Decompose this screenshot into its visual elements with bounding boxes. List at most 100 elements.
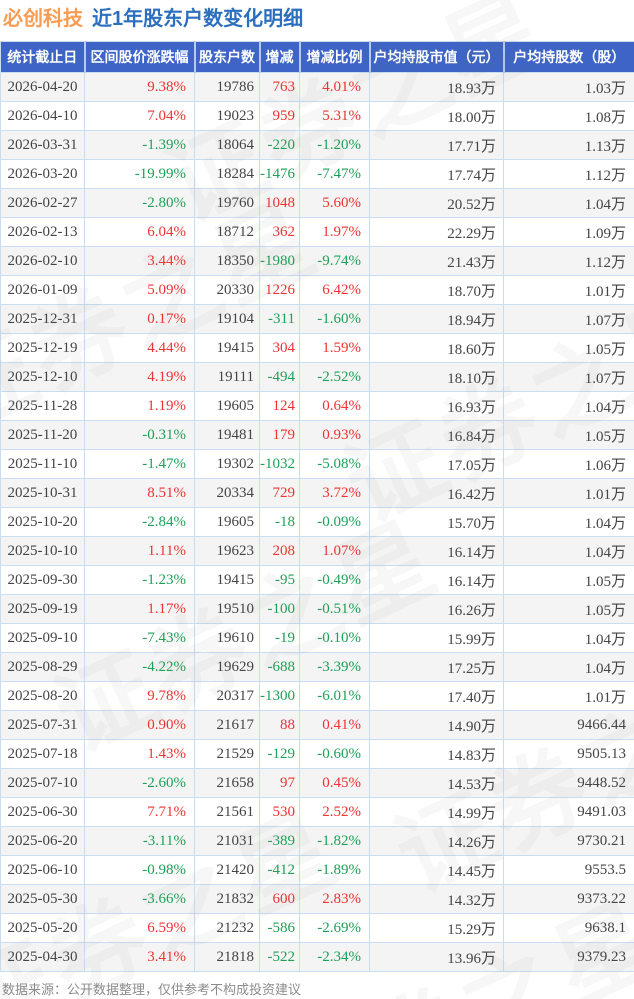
cell-change-ratio: -1.89% bbox=[299, 855, 370, 885]
cell-avg-market-value: 14.83万 bbox=[369, 739, 504, 769]
column-header-0: 统计截止日 bbox=[0, 41, 86, 73]
cell-date: 2025-12-10 bbox=[0, 362, 85, 392]
cell-avg-market-value: 14.45万 bbox=[369, 855, 504, 885]
cell-holder-count: 19415 bbox=[194, 333, 260, 363]
cell-date: 2025-11-10 bbox=[0, 449, 85, 479]
table-row: 2025-09-30 -1.23% 19415 -95 -0.49% 16.14万 1.05… bbox=[0, 565, 634, 595]
cell-change-ratio: -5.08% bbox=[299, 449, 370, 479]
stock-name: 必创科技 bbox=[3, 8, 83, 30]
cell-change: 124 bbox=[259, 391, 300, 421]
table-row: 2025-09-19 1.17% 19510 -100 -0.51% 16.26万 1.05… bbox=[0, 594, 634, 624]
cell-price-change: -0.98% bbox=[84, 855, 195, 885]
table-row: 2026-03-31 -1.39% 18064 -220 -1.20% 17.71万 1.1… bbox=[0, 130, 634, 160]
cell-avg-shares: 1.05万 bbox=[503, 420, 634, 450]
cell-avg-market-value: 18.00万 bbox=[369, 101, 504, 131]
cell-holder-count: 19629 bbox=[194, 652, 260, 682]
cell-price-change: -19.99% bbox=[84, 159, 195, 189]
cell-date: 2025-06-20 bbox=[0, 826, 85, 856]
cell-change-ratio: 0.41% bbox=[299, 710, 370, 740]
cell-date: 2025-07-10 bbox=[0, 768, 85, 798]
cell-avg-market-value: 18.94万 bbox=[369, 304, 504, 334]
cell-change-ratio: -1.20% bbox=[299, 130, 370, 160]
cell-avg-shares: 1.05万 bbox=[503, 565, 634, 595]
cell-price-change: 6.59% bbox=[84, 913, 195, 943]
table-row: 2025-07-31 0.90% 21617 88 0.41% 14.90万 9466.44 bbox=[0, 710, 634, 740]
cell-avg-market-value: 16.26万 bbox=[369, 594, 504, 624]
table-row: 2026-04-10 7.04% 19023 959 5.31% 18.00万 1.08万 bbox=[0, 101, 634, 131]
cell-avg-shares: 1.07万 bbox=[503, 304, 634, 334]
cell-avg-market-value: 14.32万 bbox=[369, 884, 504, 914]
cell-change-ratio: -0.49% bbox=[299, 565, 370, 595]
cell-holder-count: 21818 bbox=[194, 942, 260, 972]
cell-price-change: -3.66% bbox=[84, 884, 195, 914]
cell-price-change: 1.43% bbox=[84, 739, 195, 769]
cell-date: 2025-11-20 bbox=[0, 420, 85, 450]
cell-price-change: -1.47% bbox=[84, 449, 195, 479]
cell-date: 2026-04-10 bbox=[0, 101, 85, 131]
cell-avg-shares: 9730.21 bbox=[503, 826, 634, 856]
table-row: 2025-07-10 -2.60% 21658 97 0.45% 14.53万 9448.5… bbox=[0, 768, 634, 798]
cell-date: 2025-10-31 bbox=[0, 478, 85, 508]
cell-holder-count: 19111 bbox=[194, 362, 260, 392]
cell-change-ratio: -0.09% bbox=[299, 507, 370, 537]
cell-avg-market-value: 14.53万 bbox=[369, 768, 504, 798]
cell-change-ratio: 1.97% bbox=[299, 217, 370, 247]
cell-holder-count: 21561 bbox=[194, 797, 260, 827]
cell-holder-count: 21529 bbox=[194, 739, 260, 769]
cell-change-ratio: 6.42% bbox=[299, 275, 370, 305]
cell-price-change: -2.60% bbox=[84, 768, 195, 798]
cell-change: -1980 bbox=[259, 246, 300, 276]
cell-date: 2025-12-19 bbox=[0, 333, 85, 363]
table-row: 2025-11-20 -0.31% 19481 179 0.93% 16.84万 1.05万 bbox=[0, 420, 634, 450]
page-title-text: 近1年股东户数变化明细 bbox=[92, 8, 304, 30]
cell-change: 729 bbox=[259, 478, 300, 508]
cell-avg-market-value: 15.99万 bbox=[369, 623, 504, 653]
cell-change: 1226 bbox=[259, 275, 300, 305]
cell-avg-shares: 1.04万 bbox=[503, 507, 634, 537]
cell-price-change: 8.51% bbox=[84, 478, 195, 508]
cell-avg-shares: 1.01万 bbox=[503, 275, 634, 305]
cell-holder-count: 18064 bbox=[194, 130, 260, 160]
table-row: 2026-02-27 -2.80% 19760 1048 5.60% 20.52万 1.04… bbox=[0, 188, 634, 218]
cell-avg-shares: 1.09万 bbox=[503, 217, 634, 247]
cell-date: 2025-10-10 bbox=[0, 536, 85, 566]
cell-avg-shares: 9448.52 bbox=[503, 768, 634, 798]
cell-avg-shares: 9553.5 bbox=[503, 855, 634, 885]
cell-avg-market-value: 15.70万 bbox=[369, 507, 504, 537]
cell-avg-market-value: 17.05万 bbox=[369, 449, 504, 479]
cell-holder-count: 21031 bbox=[194, 826, 260, 856]
cell-holder-count: 21832 bbox=[194, 884, 260, 914]
cell-date: 2025-04-30 bbox=[0, 942, 85, 972]
table-row: 2025-06-30 7.71% 21561 530 2.52% 14.99万 9491.0… bbox=[0, 797, 634, 827]
cell-change-ratio: 0.45% bbox=[299, 768, 370, 798]
cell-price-change: 6.04% bbox=[84, 217, 195, 247]
cell-date: 2026-03-31 bbox=[0, 130, 85, 160]
cell-change-ratio: -2.52% bbox=[299, 362, 370, 392]
table-row: 2025-10-20 -2.84% 19605 -18 -0.09% 15.70万 1.04… bbox=[0, 507, 634, 537]
cell-avg-shares: 1.06万 bbox=[503, 449, 634, 479]
cell-change: -1300 bbox=[259, 681, 300, 711]
cell-price-change: 7.71% bbox=[84, 797, 195, 827]
cell-avg-shares: 1.04万 bbox=[503, 536, 634, 566]
cell-change: -389 bbox=[259, 826, 300, 856]
cell-price-change: 4.44% bbox=[84, 333, 195, 363]
column-header-3: 增减 bbox=[259, 41, 301, 73]
cell-date: 2025-06-10 bbox=[0, 855, 85, 885]
cell-date: 2026-02-13 bbox=[0, 217, 85, 247]
cell-change-ratio: 1.07% bbox=[299, 536, 370, 566]
cell-holder-count: 19623 bbox=[194, 536, 260, 566]
cell-avg-shares: 1.13万 bbox=[503, 130, 634, 160]
table-row: 2025-08-29 -4.22% 19629 -688 -3.39% 17.25万 1.0… bbox=[0, 652, 634, 682]
cell-change-ratio: -3.39% bbox=[299, 652, 370, 682]
cell-avg-shares: 1.04万 bbox=[503, 391, 634, 421]
cell-holder-count: 19415 bbox=[194, 565, 260, 595]
cell-change: -95 bbox=[259, 565, 300, 595]
cell-date: 2025-09-10 bbox=[0, 623, 85, 653]
cell-avg-market-value: 20.52万 bbox=[369, 188, 504, 218]
cell-holder-count: 19302 bbox=[194, 449, 260, 479]
cell-price-change: 4.19% bbox=[84, 362, 195, 392]
cell-holder-count: 21617 bbox=[194, 710, 260, 740]
cell-avg-market-value: 16.42万 bbox=[369, 478, 504, 508]
cell-date: 2026-04-20 bbox=[0, 72, 85, 102]
cell-avg-market-value: 16.84万 bbox=[369, 420, 504, 450]
